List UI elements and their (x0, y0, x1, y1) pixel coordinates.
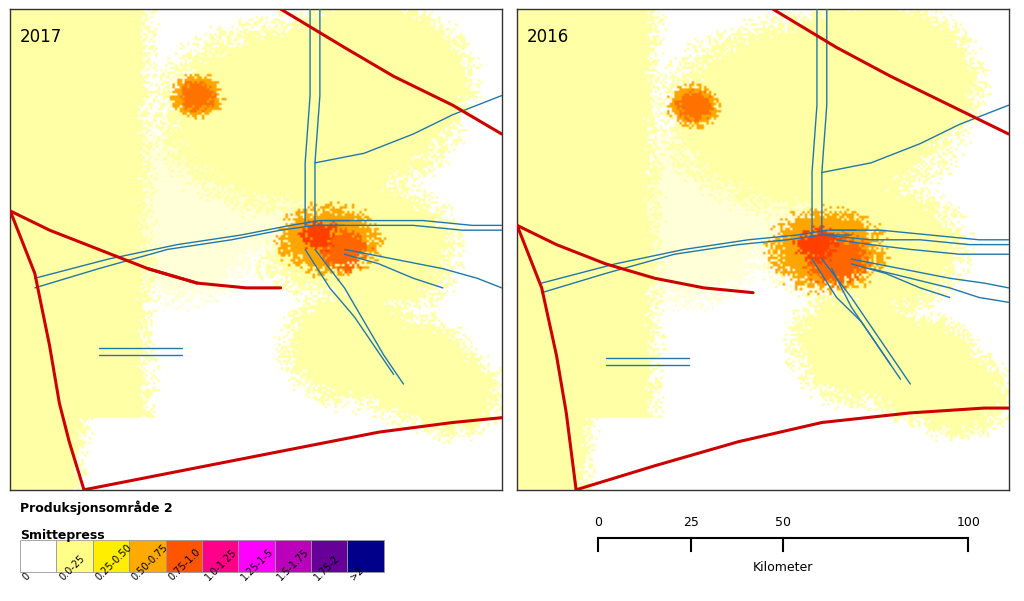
Text: Produksjonsområde 2: Produksjonsområde 2 (20, 500, 173, 514)
Text: 0.25-0.50: 0.25-0.50 (94, 543, 134, 583)
Text: 0.75-1.0: 0.75-1.0 (167, 547, 202, 583)
Text: 1.75-2: 1.75-2 (312, 554, 341, 583)
Text: 1.25-1-5: 1.25-1-5 (240, 547, 275, 583)
Text: 2017: 2017 (20, 28, 62, 46)
Text: 1.0-1.25: 1.0-1.25 (203, 547, 239, 583)
Bar (56, 540, 93, 572)
Text: Kilometer: Kilometer (754, 561, 813, 574)
Bar (20, 540, 56, 572)
Text: 1.5-1.75: 1.5-1.75 (275, 547, 311, 583)
Bar (93, 540, 129, 572)
Bar (347, 540, 384, 572)
Text: 0.0-25: 0.0-25 (57, 554, 87, 583)
Text: 0.50-0.75: 0.50-0.75 (130, 543, 170, 583)
Text: 0: 0 (22, 572, 33, 583)
Text: 100: 100 (956, 516, 980, 529)
Bar (129, 540, 166, 572)
Bar (274, 540, 311, 572)
Bar (311, 540, 347, 572)
Bar (202, 540, 239, 572)
Text: 2016: 2016 (527, 28, 569, 46)
Text: 25: 25 (683, 516, 698, 529)
Text: Smittepress: Smittepress (20, 529, 104, 543)
Bar (239, 540, 274, 572)
Text: >2: >2 (348, 566, 366, 583)
Bar (166, 540, 202, 572)
Text: 0: 0 (594, 516, 602, 529)
Text: 50: 50 (775, 516, 792, 529)
